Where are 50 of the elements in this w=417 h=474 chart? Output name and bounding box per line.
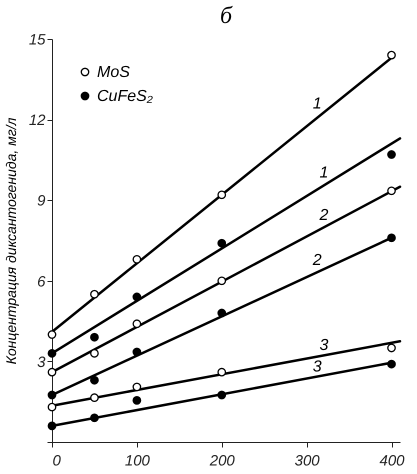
point xyxy=(48,390,56,400)
x-tick-label: 300 xyxy=(294,452,320,470)
y-tick-label: 6 xyxy=(37,273,46,290)
point xyxy=(48,348,56,358)
point xyxy=(132,396,142,405)
point xyxy=(387,233,396,242)
point xyxy=(48,368,56,376)
point xyxy=(48,330,56,339)
y-tick-label: 3 xyxy=(37,354,46,371)
point xyxy=(217,308,226,318)
x-tick-label: 0 xyxy=(52,452,62,470)
legend-label: CuFeS₂ xyxy=(97,88,153,105)
x-tick-label: 400 xyxy=(379,452,406,470)
point xyxy=(90,393,99,402)
point xyxy=(387,50,396,60)
series-label: 1 xyxy=(312,96,322,113)
point xyxy=(132,348,142,356)
legend-label: MoS xyxy=(97,64,130,81)
point xyxy=(217,368,226,376)
point xyxy=(90,332,99,342)
series-label: 3 xyxy=(312,358,322,376)
point xyxy=(132,254,142,264)
point xyxy=(132,319,142,328)
point xyxy=(217,390,226,400)
chart-title: б xyxy=(220,3,233,29)
point xyxy=(387,360,396,368)
x-tick-label: 100 xyxy=(124,452,151,470)
point xyxy=(90,290,99,299)
series-label: 1 xyxy=(319,164,328,182)
y-tick-label: 12 xyxy=(28,112,46,130)
point xyxy=(217,276,226,286)
point xyxy=(90,348,99,358)
point xyxy=(387,186,396,196)
series-label: 3 xyxy=(319,337,328,354)
point xyxy=(90,413,99,422)
y-tick-label: 9 xyxy=(37,192,46,210)
y-tick-label: 15 xyxy=(28,32,46,48)
point xyxy=(48,422,56,430)
series-label: 2 xyxy=(312,252,322,270)
x-tick-label: 200 xyxy=(208,452,236,470)
point xyxy=(90,376,99,385)
point xyxy=(217,190,226,200)
point xyxy=(387,150,396,159)
point xyxy=(132,382,142,392)
point xyxy=(217,238,226,248)
point xyxy=(48,402,56,412)
series-label: 2 xyxy=(318,206,328,224)
y-axis-title: Концентрация диксантогенида, мг/л xyxy=(2,117,19,364)
point xyxy=(132,292,142,302)
point xyxy=(387,344,396,352)
